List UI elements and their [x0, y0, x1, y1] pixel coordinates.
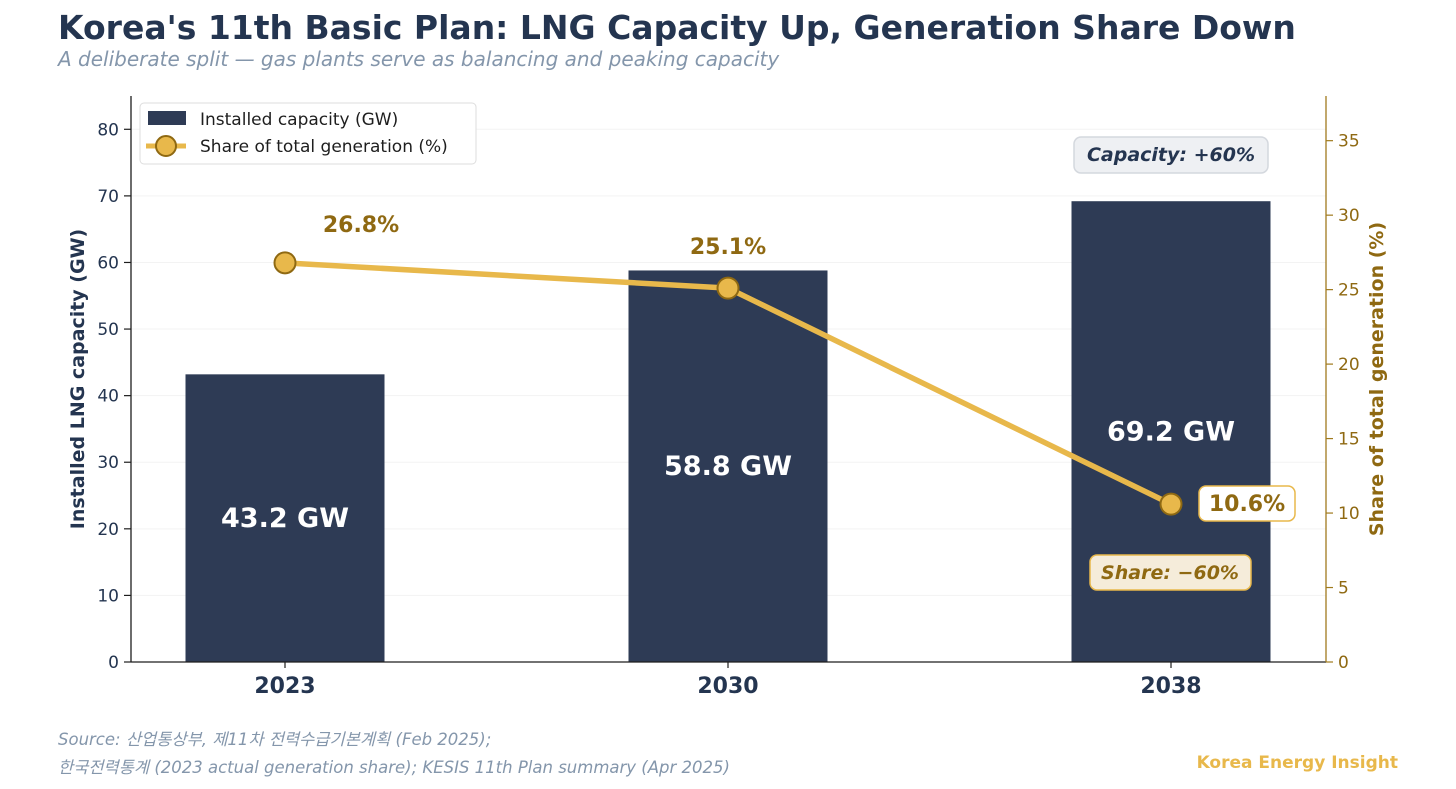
- y-right-tick-label: 15: [1338, 430, 1360, 450]
- bar-label-2038: 69.2 GW: [1107, 417, 1235, 448]
- bar-2030: [628, 270, 828, 662]
- data-labels: 43.2 GW 58.8 GW 69.2 GW 26.8% 25.1% 10.6%: [221, 213, 1296, 534]
- x-tick-label-2038: 2038: [1140, 674, 1201, 699]
- y-left-tick-label: 0: [108, 653, 119, 673]
- y-left-tick-label: 50: [97, 320, 119, 340]
- y-left-tick-label: 40: [97, 387, 119, 407]
- y-left-tick-label: 80: [97, 120, 119, 140]
- brand-label: Korea Energy Insight: [1196, 753, 1398, 773]
- share-annotation-text: Share: −60%: [1101, 562, 1239, 584]
- x-tick-label-2030: 2030: [697, 674, 758, 699]
- share-annotation-box: [1089, 554, 1252, 591]
- y-right-tick-label: 25: [1338, 281, 1360, 301]
- y-left-tick-label: 70: [97, 187, 119, 207]
- y-right-tick-label: 5: [1338, 579, 1349, 599]
- y-right-tick-label: 30: [1338, 206, 1360, 226]
- capacity-annotation-text: Capacity: +60%: [1087, 144, 1255, 166]
- chart-subtitle: A deliberate split — gas plants serve as…: [58, 47, 780, 71]
- y-left-tick-label: 10: [97, 586, 119, 606]
- capacity-annotation-box: [1073, 136, 1269, 174]
- x-tick-label-2023: 2023: [254, 674, 315, 699]
- y-left-tick-label: 20: [97, 520, 119, 540]
- legend-bar-swatch: [148, 111, 186, 125]
- source-line-1: Source: 산업통상부, 제11차 전력수급기본계획 (Feb 2025);: [58, 730, 492, 749]
- y-right-tick-label: 0: [1338, 653, 1349, 673]
- share-label-2030: 25.1%: [690, 235, 766, 260]
- y-right-tick-label: 35: [1338, 132, 1360, 152]
- share-point-2030: [716, 276, 740, 300]
- share-label-2038-box: [1198, 485, 1296, 522]
- share-line: [273, 251, 1183, 516]
- y-right-tick-label: 20: [1338, 355, 1360, 375]
- share-label-2023: 26.8%: [323, 213, 399, 238]
- legend-marker-swatch: [155, 135, 177, 157]
- share-annotation: Share: −60%: [1089, 554, 1252, 591]
- legend: Installed capacity (GW) Share of total g…: [139, 102, 477, 165]
- bar-label-2023: 43.2 GW: [221, 503, 349, 534]
- y-axis-left-label: Installed LNG capacity (GW): [67, 229, 89, 529]
- bar-2023: [185, 374, 385, 662]
- share-point-2023: [273, 251, 297, 275]
- y-left-tick-label: 30: [97, 453, 119, 473]
- legend-label-share: Share of total generation (%): [200, 137, 448, 157]
- source-line-2: 한국전력통계 (2023 actual generation share); K…: [58, 758, 730, 777]
- chart-title: Korea's 11th Basic Plan: LNG Capacity Up…: [58, 8, 1296, 47]
- legend-label-capacity: Installed capacity (GW): [200, 110, 398, 130]
- y-left-tick-label: 60: [97, 253, 119, 273]
- y-right-tick-label: 10: [1338, 504, 1360, 524]
- capacity-annotation: Capacity: +60%: [1073, 136, 1269, 174]
- legend-box: [139, 102, 477, 165]
- share-label-2038: 10.6%: [1209, 492, 1285, 517]
- bar-label-2030: 58.8 GW: [664, 451, 792, 482]
- y-axis-right-label: Share of total generation (%): [1366, 222, 1388, 536]
- share-point-2038: [1159, 492, 1183, 516]
